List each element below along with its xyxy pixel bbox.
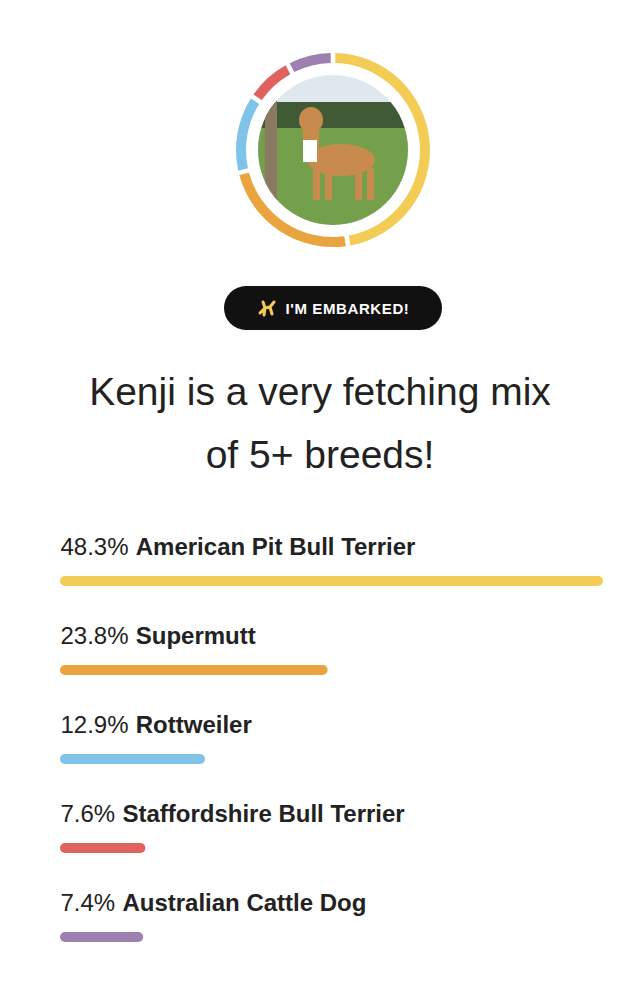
html-text:Kenji is a very fetching mix o: Kenji is a very fetching mix of 5+ breed…: [89, 370, 551, 476]
svg-text:48.3%American Pit Bull Terrier: 48.3%American Pit Bull Terrier: [61, 533, 416, 560]
svg-text:23.8%Supermutt: 23.8%Supermutt: [61, 622, 256, 649]
svg-text:7.6%Staffordshire Bull Terrier: 7.6%Staffordshire Bull Terrier: [61, 800, 405, 827]
svg-text:12.9%Rottweiler: 12.9%Rottweiler: [61, 711, 252, 738]
svg-text:7.4%Australian Cattle Dog: 7.4%Australian Cattle Dog: [61, 889, 367, 916]
html-text:I'M EMBARKED!: I'M EMBARKED!: [285, 299, 410, 317]
